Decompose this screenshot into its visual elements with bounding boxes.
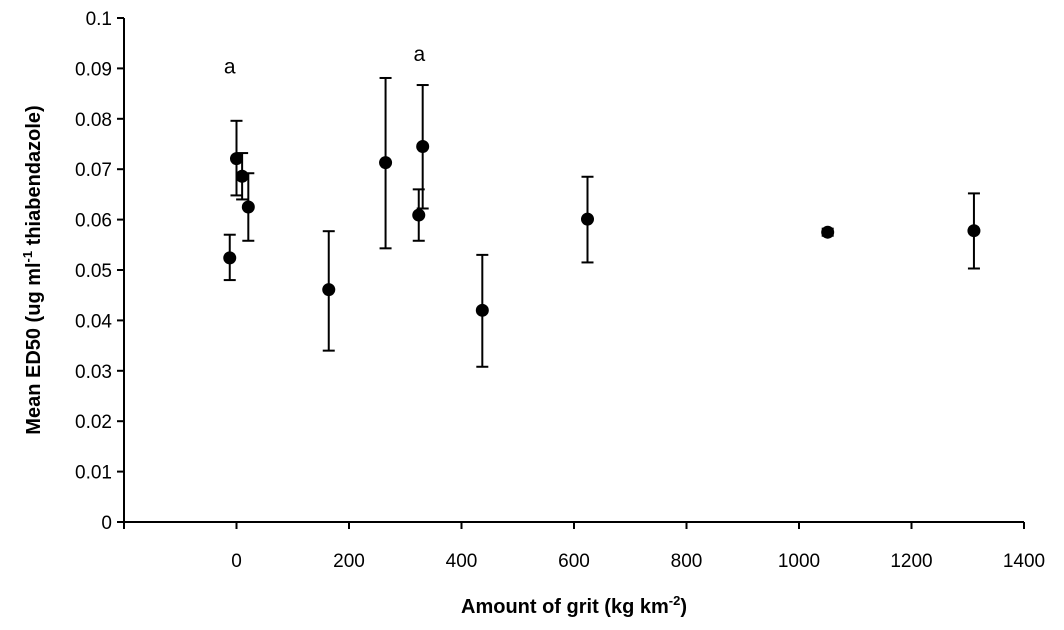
- y-tick-label: 0.02: [75, 412, 112, 433]
- y-axis-title-main: Mean ED50 (ug ml: [23, 262, 45, 434]
- y-tick-label: 0.01: [75, 463, 112, 484]
- data-point: [235, 169, 249, 183]
- data-point: [379, 156, 393, 170]
- x-tick-label: 600: [558, 551, 590, 572]
- data-point: [821, 225, 835, 239]
- y-tick-label: 0.07: [75, 160, 112, 181]
- data-point-group: [241, 172, 255, 242]
- data-point-group: [322, 230, 336, 352]
- data-point: [416, 140, 430, 154]
- data-point-group: [416, 84, 430, 210]
- y-tick-label: 0.03: [75, 362, 112, 383]
- data-point-group: [475, 253, 489, 368]
- y-tick-label: 0: [101, 513, 112, 534]
- data-point-group: [230, 119, 243, 197]
- y-tick-group: 0 0.01 0.02 0.03 0.04 0.05 0.06 0.07 0.08 0.09 0.1: [75, 9, 124, 534]
- x-axis: 0 200 400 600 800 1000 1200 1400: [123, 521, 1045, 572]
- data-point: [475, 303, 489, 317]
- data-point: [230, 152, 243, 166]
- x-axis-title: Amount of grit (kg km-2): [461, 593, 687, 618]
- data-point: [412, 208, 426, 222]
- data-point-group: [379, 76, 393, 250]
- x-tick-label: 400: [446, 551, 478, 572]
- data-point-group: [581, 175, 594, 264]
- data-series: [223, 76, 981, 368]
- y-axis-title-end: thiabendazole): [23, 105, 45, 251]
- x-tick-group: 0 200 400 600 800 1000 1200 1400: [123, 522, 1045, 572]
- y-axis: 0 0.01 0.02 0.03 0.04 0.05 0.06 0.07 0.08 0.09 0.1: [75, 9, 125, 534]
- y-tick-label: 0.06: [75, 211, 112, 232]
- data-point: [322, 283, 336, 297]
- y-tick-label: 0.04: [75, 311, 112, 332]
- annotation-group: aa: [224, 43, 426, 79]
- y-tick-label: 0.09: [75, 59, 112, 80]
- data-point: [241, 200, 255, 214]
- y-axis-title: Mean ED50 (ug ml-1 thiabendazole): [20, 105, 45, 434]
- data-point: [581, 212, 594, 226]
- data-point-group: [223, 233, 237, 282]
- y-tick-label: 0.05: [75, 261, 112, 282]
- x-axis-title-end: ): [680, 596, 687, 618]
- x-axis-title-main: Amount of grit (kg km: [461, 596, 669, 618]
- data-point: [967, 224, 981, 238]
- data-point: [223, 251, 237, 265]
- y-axis-title-superscript: -1: [20, 251, 35, 263]
- annotation-label: a: [413, 43, 425, 66]
- x-tick-label: 0: [231, 551, 242, 572]
- data-point-group: [967, 192, 981, 270]
- y-tick-label: 0.1: [86, 9, 112, 30]
- x-tick-label: 800: [671, 551, 703, 572]
- x-tick-label: 200: [333, 551, 365, 572]
- x-tick-label: 1200: [890, 551, 932, 572]
- y-tick-label: 0.08: [75, 110, 112, 131]
- x-tick-label: 1000: [778, 551, 820, 572]
- annotation-label: a: [224, 55, 236, 78]
- x-tick-label: 1400: [1003, 551, 1045, 572]
- x-axis-title-superscript: -2: [669, 593, 681, 608]
- data-point-group: [821, 225, 835, 239]
